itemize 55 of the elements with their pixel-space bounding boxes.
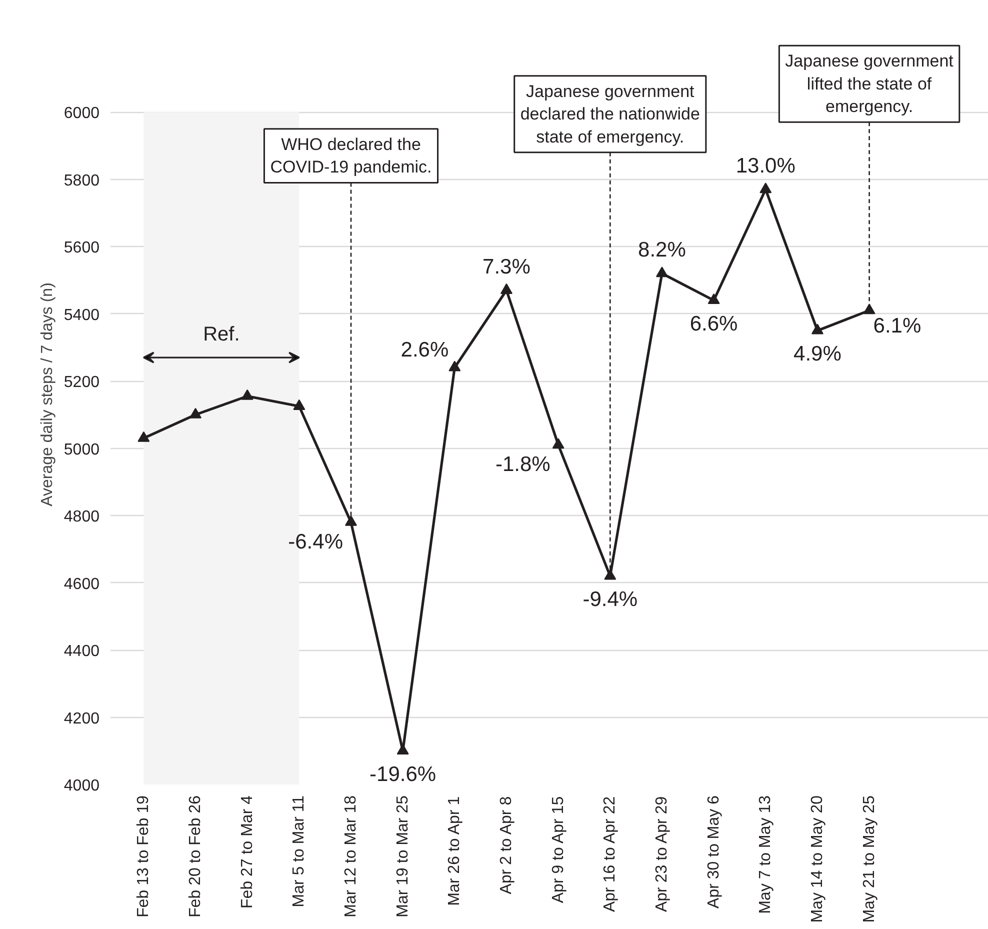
point (241, 389, 254, 400)
point (708, 294, 720, 304)
y-tick-label: 4800 (64, 508, 100, 526)
y-tick-label: 5600 (64, 240, 100, 257)
y-tick-label: 5800 (64, 172, 100, 190)
y-tick-label: 4200 (64, 710, 100, 728)
y-axis-title: Average daily steps / 7 days (n) (38, 282, 56, 506)
annotation: -1.8% (495, 452, 550, 476)
x-tick-label: Feb 13 to Feb 19 (135, 795, 152, 918)
x-tick-label: Apr 2 to Apr 8 (498, 796, 515, 894)
annotation: 6.1% (873, 314, 922, 338)
x-tick-label: Apr 23 to Apr 29 (653, 796, 670, 912)
annotation: 2.6% (400, 338, 449, 362)
x-tick-label: Apr 30 to May 6 (705, 795, 722, 908)
x-tick-label: May 21 to May 25 (860, 795, 878, 923)
annotation: -9.4% (582, 588, 638, 612)
y-tick-label: 5200 (64, 374, 100, 392)
annotation: Japanese government declared the nationwide state of emergency. (520, 82, 700, 146)
annotation: WHO declared the COVID-19 pandemic. (270, 134, 432, 177)
annotation: -19.6% (370, 762, 436, 786)
point (190, 408, 202, 418)
band-label: Ref. (203, 324, 240, 346)
x-tick-label: Feb 27 to Mar 4 (238, 795, 256, 908)
point (760, 182, 772, 194)
annotation: 13.0% (736, 154, 796, 178)
x-tick-label: May 14 to May 20 (808, 795, 826, 923)
point (656, 266, 668, 278)
annotation: 6.6% (690, 312, 738, 336)
point (811, 324, 824, 334)
annotation: 4.9% (794, 342, 842, 366)
y-tick-label: 5000 (64, 441, 100, 458)
x-tick-label: Mar 26 to Apr 1 (446, 796, 464, 906)
x-tick-label: Feb 20 to Feb 26 (187, 795, 204, 918)
x-tick-label: May 7 to May 13 (757, 795, 774, 914)
x-tick-label: Mar 5 to Mar 11 (290, 795, 308, 908)
y-tick-label: 4600 (64, 576, 100, 593)
point (293, 399, 306, 410)
point (552, 438, 564, 449)
x-tick-label: Mar 12 to Mar 18 (342, 795, 360, 918)
point (344, 515, 357, 526)
point (448, 360, 461, 372)
y-tick-label: 4000 (64, 778, 100, 794)
point (863, 304, 876, 314)
annotation: 8.2% (638, 238, 686, 262)
annotation: -6.4% (288, 530, 343, 554)
x-tick-label: Apr 9 to Apr 15 (550, 796, 567, 904)
y-tick-label: 5400 (64, 306, 100, 324)
x-tick-label: Mar 19 to Mar 25 (394, 795, 412, 918)
y-tick-label: 6000 (64, 105, 100, 122)
annotation: Japanese government lifted the state of emergency. (785, 52, 954, 116)
point (138, 431, 150, 442)
y-tick-label: 4400 (64, 643, 100, 660)
x-tick-label: Apr 16 to Apr 22 (602, 796, 619, 912)
point (500, 283, 512, 294)
annotation: 7.3% (482, 255, 530, 278)
